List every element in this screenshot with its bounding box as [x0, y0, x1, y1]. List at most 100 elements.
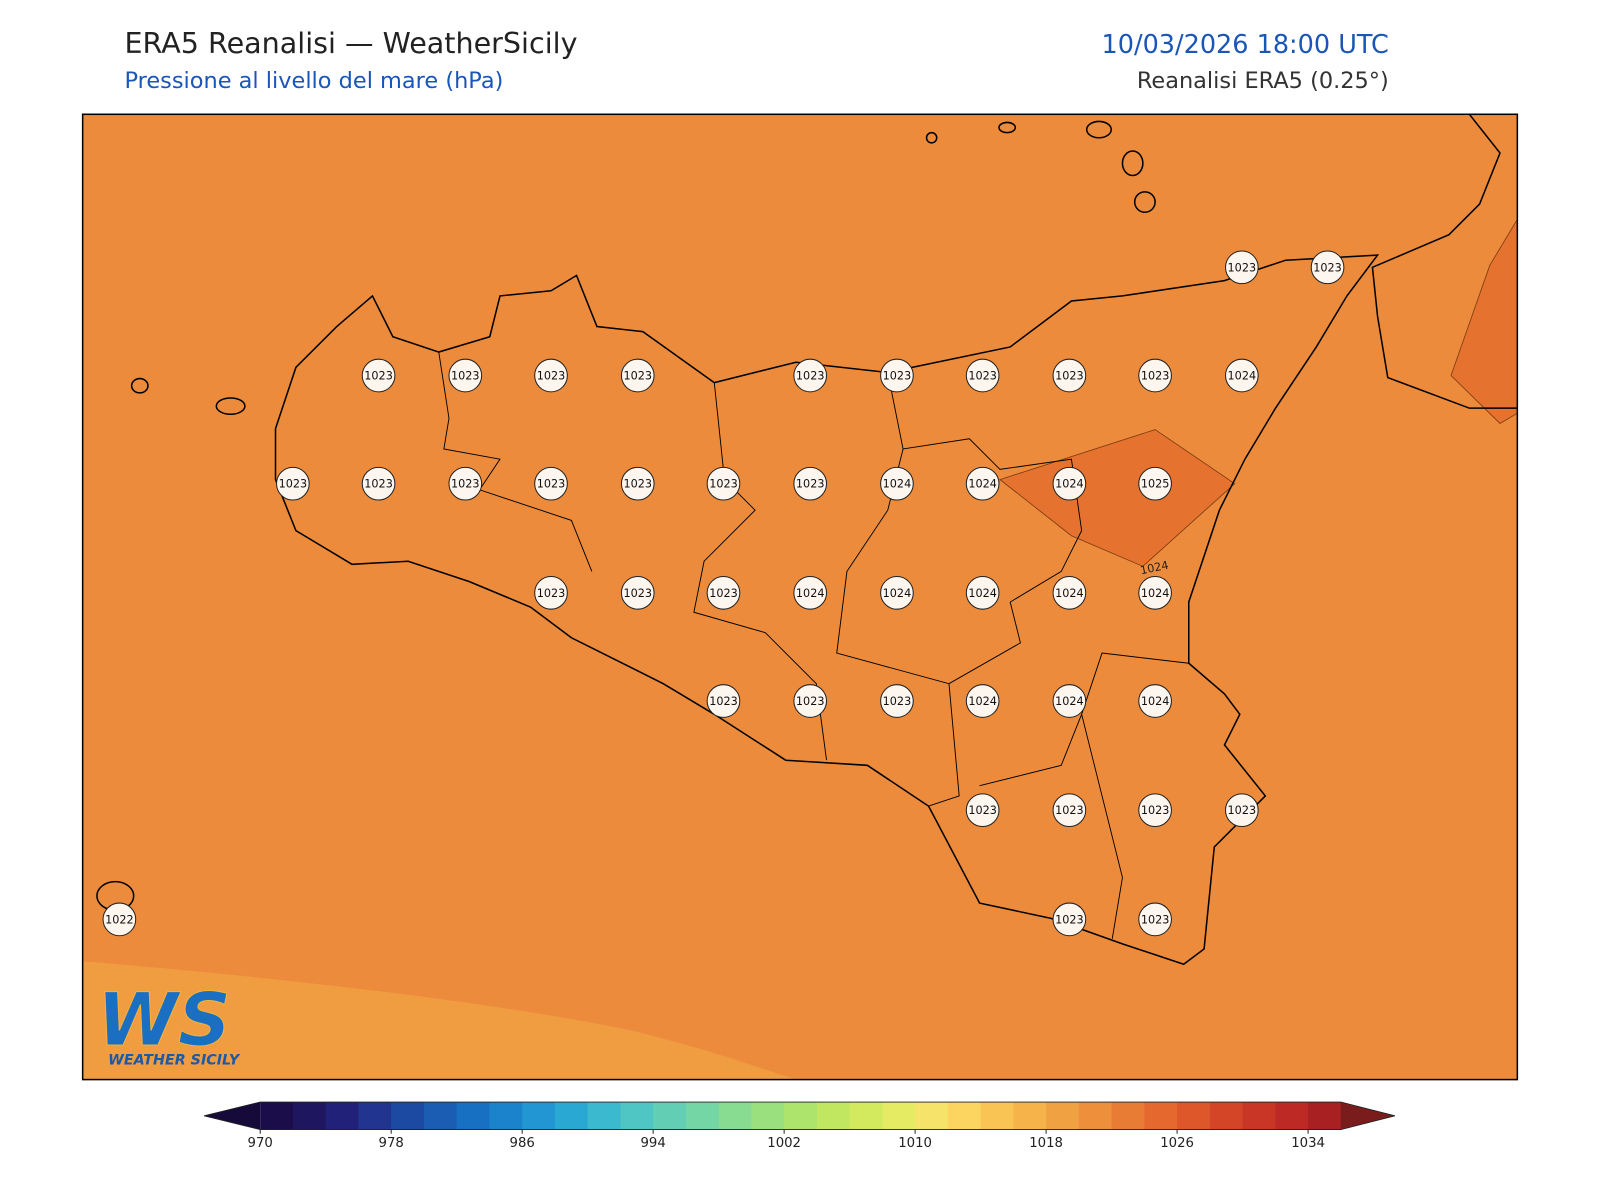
station-value: 1023	[1141, 913, 1170, 926]
colorbar-segment	[1242, 1102, 1276, 1130]
colorbar-segment	[718, 1102, 752, 1130]
colorbar-tick-label: 1010	[898, 1136, 932, 1151]
station: 1023	[706, 466, 741, 501]
station-marker	[793, 576, 828, 610]
station-value: 1023	[1141, 804, 1170, 817]
station-marker	[1225, 358, 1259, 393]
station-marker	[706, 684, 741, 718]
station-value: 1024	[796, 587, 825, 600]
station: 1024	[1052, 466, 1087, 501]
station-value: 1023	[883, 370, 912, 383]
station: 1024	[1138, 684, 1172, 718]
station-marker	[793, 684, 828, 718]
station-value: 1024	[968, 587, 997, 600]
station-value: 1023	[1055, 804, 1084, 817]
station-marker	[1052, 358, 1087, 393]
colorbar-segment	[1275, 1102, 1309, 1130]
colorbar-segment	[882, 1102, 916, 1130]
station-value: 1023	[537, 370, 566, 383]
station: 1023	[706, 684, 741, 718]
station-value: 1023	[709, 478, 738, 491]
colorbar-tick-label: 994	[641, 1136, 666, 1151]
map-area: 1023 1023 1023 1023 1023 1023 1023 1023 1023 1023…	[82, 114, 1518, 1080]
station: 1023	[620, 576, 655, 610]
station-value: 1024	[968, 695, 997, 708]
station-value: 1024	[883, 478, 912, 491]
colorbar-segment	[456, 1102, 490, 1130]
station-marker	[1225, 250, 1259, 285]
station: 1023	[1225, 250, 1259, 285]
colorbar-segment	[620, 1102, 654, 1130]
station-marker	[1052, 576, 1087, 610]
station-marker	[793, 358, 828, 393]
logo: WS WEATHER SICILY	[96, 977, 241, 1068]
colorbar-over	[1340, 1102, 1395, 1130]
station-value: 1023	[1313, 261, 1342, 274]
station: 1024	[793, 576, 828, 610]
station-value: 1023	[796, 695, 825, 708]
station: 1023	[793, 684, 828, 718]
colorbar-segment	[587, 1102, 621, 1130]
low-pressure-band	[82, 961, 796, 1080]
station-value: 1023	[883, 695, 912, 708]
station-value: 1024	[1055, 587, 1084, 600]
station-value: 1023	[623, 370, 652, 383]
high-pressure-area	[999, 429, 1236, 567]
colorbar-segment	[947, 1102, 982, 1130]
station-marker	[880, 684, 914, 718]
station-marker	[361, 358, 396, 393]
station-marker	[276, 466, 310, 501]
station: 1023	[361, 358, 396, 393]
colorbar-tick-label: 970	[248, 1136, 273, 1151]
station-marker	[1052, 466, 1087, 501]
station-value: 1023	[451, 370, 480, 383]
station-value: 1023	[796, 370, 825, 383]
colorbar-segment	[1046, 1102, 1080, 1130]
station: 1024	[965, 576, 1000, 610]
station-value: 1023	[364, 478, 393, 491]
station-marker	[1310, 250, 1345, 285]
station-value: 1024	[1055, 695, 1084, 708]
station-marker	[880, 576, 914, 610]
station: 1023	[793, 466, 828, 501]
station: 1023	[706, 576, 741, 610]
colorbar-tick-label: 978	[379, 1136, 404, 1151]
station-value: 1023	[364, 370, 393, 383]
station-value: 1023	[968, 804, 997, 817]
map-frame	[81, 113, 1519, 1081]
station-value: 1023	[968, 370, 997, 383]
station-value: 1024	[1141, 695, 1170, 708]
colorbar-segment	[1144, 1102, 1178, 1130]
station: 1023	[448, 466, 483, 501]
station-value: 1023	[1228, 804, 1257, 817]
colorbar-segment	[554, 1102, 589, 1130]
colorbar-under	[204, 1102, 261, 1130]
logo-text: WEATHER SICILY	[108, 1052, 241, 1068]
colorbar-segment	[1209, 1102, 1244, 1130]
station-value: 1023	[537, 587, 566, 600]
high-pressure-area	[1450, 218, 1518, 424]
title: ERA5 Reanalisi — WeatherSicily	[124, 26, 577, 60]
coastline	[96, 114, 1518, 966]
station-marker	[1052, 793, 1087, 828]
colorbar-segment	[260, 1102, 294, 1130]
colorbar: 970 978 986 994 1002 1010 1018 1026 1034	[203, 1101, 1395, 1151]
colorbar-tick-label: 1034	[1291, 1136, 1325, 1151]
province-borders	[438, 351, 1189, 939]
colorbar-segment	[1078, 1102, 1113, 1130]
station: 1023	[620, 358, 655, 393]
station: 1024	[880, 576, 914, 610]
colorbar-segment	[980, 1102, 1014, 1130]
colorbar-segment	[751, 1102, 785, 1130]
station: 1024	[1052, 576, 1087, 610]
station-marker	[1138, 793, 1172, 828]
station-value: 1023	[796, 478, 825, 491]
source: Reanalisi ERA5 (0.25°)	[1137, 68, 1389, 94]
station: 1024	[1225, 358, 1259, 393]
station-marker	[534, 466, 568, 501]
colorbar-segment	[522, 1102, 556, 1130]
logo-mark: WS	[97, 978, 231, 1063]
subtitle: Pressione al livello del mare (hPa)	[124, 68, 503, 94]
station: 1023	[361, 466, 396, 501]
